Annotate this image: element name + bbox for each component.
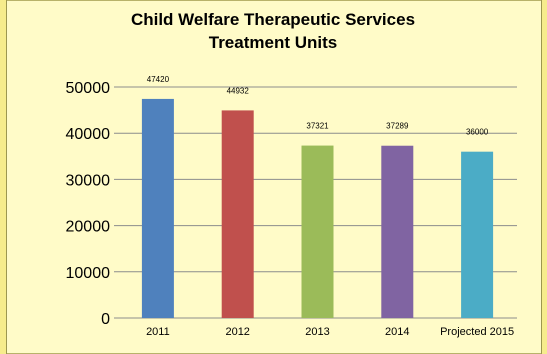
bar-2014 xyxy=(381,145,414,318)
chart-title-line-2: Treatment Units xyxy=(209,33,337,52)
y-tick-label: 20000 xyxy=(66,219,111,236)
bars xyxy=(141,98,494,319)
bar-2012 xyxy=(221,110,254,319)
right-border-strip xyxy=(541,0,547,354)
bar-2011 xyxy=(141,98,174,318)
data-label: 44932 xyxy=(227,86,250,95)
data-label: 37321 xyxy=(306,122,329,131)
x-axis-ticks: 2011 2012 2013 2014 Projected 2015 xyxy=(146,326,514,338)
chart-title: Child Welfare Therapeutic Services Treat… xyxy=(131,10,415,52)
data-label: 37289 xyxy=(386,122,409,131)
y-tick-label: 50000 xyxy=(66,80,111,97)
y-tick-label: 40000 xyxy=(66,126,111,143)
data-label: 47420 xyxy=(147,75,170,84)
data-labels: 47420 44932 37321 37289 36000 xyxy=(147,75,489,137)
data-label: 36000 xyxy=(466,128,489,137)
x-tick-label: 2013 xyxy=(305,326,329,338)
y-tick-label: 30000 xyxy=(66,172,111,189)
left-border-strip xyxy=(0,0,7,354)
y-tick-label: 0 xyxy=(101,311,110,328)
x-tick-label: 2012 xyxy=(225,326,249,338)
x-tick-label: 2014 xyxy=(385,326,409,338)
y-tick-label: 10000 xyxy=(66,265,111,282)
bar-projected-2015 xyxy=(461,151,494,318)
chart-title-line-1: Child Welfare Therapeutic Services xyxy=(131,10,415,29)
x-tick-label: 2011 xyxy=(146,326,170,338)
bar-2013 xyxy=(301,145,334,318)
x-tick-label: Projected 2015 xyxy=(440,326,514,338)
y-axis-ticks: 0 10000 20000 30000 40000 50000 xyxy=(66,80,111,328)
